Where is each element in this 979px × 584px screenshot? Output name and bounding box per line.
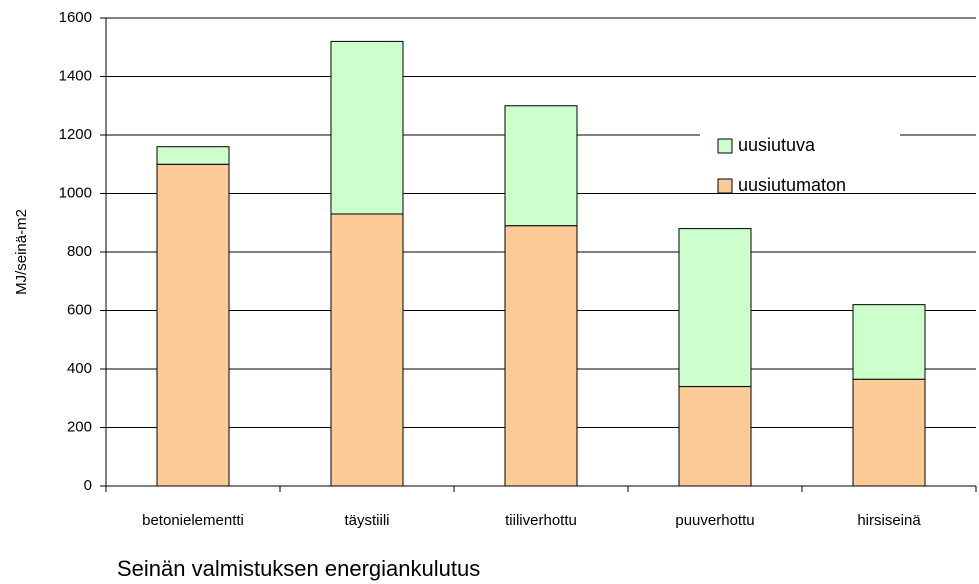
y-tick-label: 1600 — [59, 9, 92, 26]
x-tick-label: puuverhottu — [675, 512, 754, 529]
bar-segment — [852, 304, 926, 380]
legend-box — [700, 130, 900, 190]
y-tick-label: 400 — [67, 360, 92, 377]
x-tick-label: betonielementti — [142, 512, 244, 529]
x-tick-label: täystiili — [344, 512, 389, 529]
bar-segment — [504, 225, 578, 487]
y-tick-label: 0 — [84, 477, 92, 494]
bar-segment — [156, 163, 230, 487]
legend-swatch — [717, 138, 733, 154]
y-tick-label: 800 — [67, 243, 92, 260]
bar-segment — [678, 386, 752, 487]
y-tick-label: 600 — [67, 301, 92, 318]
x-tick-label: tiiliverhottu — [505, 512, 577, 529]
bar-segment — [156, 146, 230, 165]
bar-segment — [330, 213, 404, 487]
bar-segment — [330, 40, 404, 215]
legend-label: uusiutuva — [738, 135, 816, 155]
legend-label: uusiutumaton — [738, 175, 846, 195]
y-tick-label: 1200 — [59, 126, 92, 143]
y-tick-label: 200 — [67, 418, 92, 435]
legend-swatch — [717, 178, 733, 194]
y-axis-label: MJ/seinä-m2 — [13, 209, 30, 295]
bar-segment — [852, 378, 926, 487]
bar-segment — [678, 228, 752, 388]
x-tick-label: hirsiseinä — [857, 512, 921, 529]
y-tick-label: 1000 — [59, 184, 92, 201]
y-tick-label: 1400 — [59, 67, 92, 84]
bar-segment — [504, 105, 578, 227]
chart-title: Seinän valmistuksen energiankulutus — [117, 556, 480, 581]
